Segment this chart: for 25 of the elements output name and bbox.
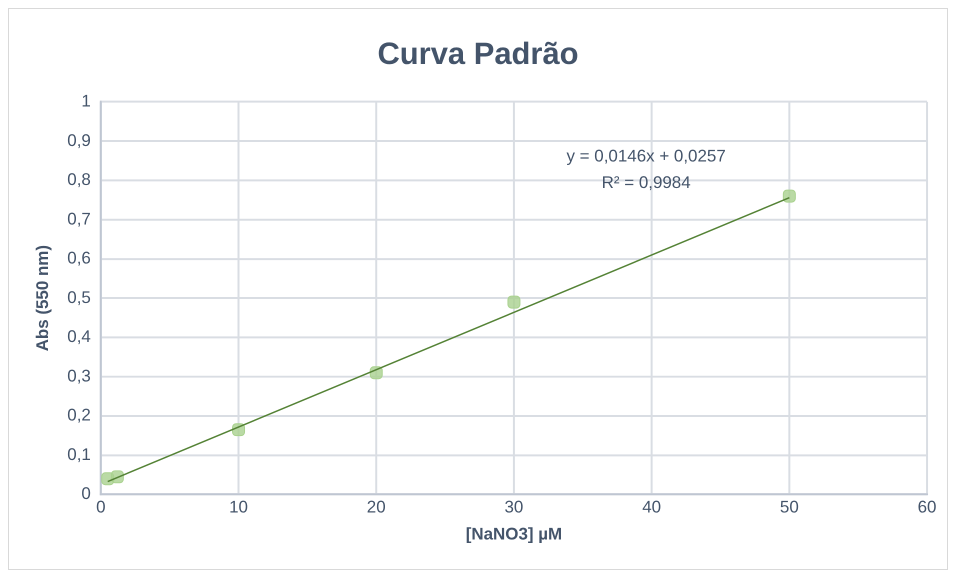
- y-tick-label: 0,4: [67, 327, 91, 346]
- y-tick-label: 0,6: [67, 248, 91, 268]
- annotation: y = 0,0146x + 0,0257: [566, 146, 726, 166]
- y-tick-label: 0,8: [67, 170, 91, 190]
- y-tick-label: 1: [81, 92, 91, 111]
- x-tick-label: 60: [918, 497, 936, 516]
- point: [507, 296, 520, 309]
- annotation: R² = 0,9984: [602, 173, 691, 192]
- x-tick-label: 0: [96, 497, 106, 516]
- y-tick-label: 0,3: [67, 366, 91, 386]
- point: [782, 190, 796, 203]
- x-tick-label: 10: [229, 497, 248, 516]
- chart-title: Curva Padrão: [377, 36, 579, 71]
- y-tick-label: 0,5: [67, 288, 91, 307]
- y-tick-label: 0,2: [67, 406, 91, 425]
- x-tick-label: 40: [642, 497, 662, 516]
- x-tick-label: 20: [366, 497, 386, 516]
- y-tick-label: 0,1: [67, 444, 91, 464]
- y-tick-label: 0: [81, 484, 91, 504]
- x-tick-label: 30: [504, 497, 524, 516]
- x-tick-label: 50: [780, 497, 799, 516]
- y-tick-label: 0,7: [67, 209, 91, 228]
- x-axis-title: [NaNO3] µM: [466, 524, 562, 544]
- y-axis-title: Abs (550 nm): [32, 245, 52, 352]
- y-tick-label: 0,9: [67, 130, 91, 150]
